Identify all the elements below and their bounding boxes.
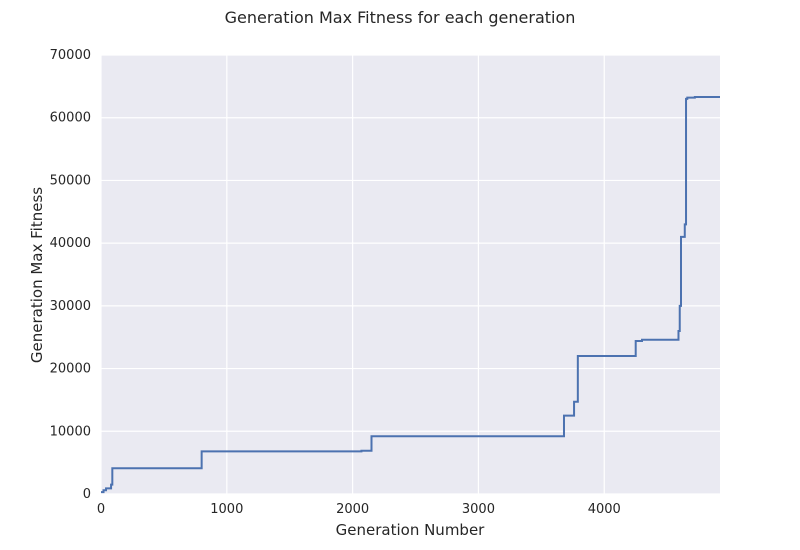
y-tick-label: 30000: [50, 299, 91, 314]
x-tick-label: 1000: [210, 502, 243, 517]
series-line: [101, 96, 720, 494]
grid: [100, 54, 720, 495]
x-tick-label: 0: [97, 502, 105, 517]
chart-title: Generation Max Fitness for each generati…: [225, 8, 576, 27]
y-tick-label: 20000: [50, 362, 91, 377]
x-tick-label: 4000: [588, 502, 621, 517]
series-layer: [101, 96, 720, 494]
y-tick-label: 10000: [50, 424, 91, 439]
x-axis-label: Generation Number: [336, 521, 486, 539]
x-axis-ticks: 0 1000 2000 3000 4000: [97, 502, 621, 517]
x-tick-label: 3000: [462, 502, 495, 517]
y-tick-label: 60000: [50, 111, 91, 126]
y-axis-label: Generation Max Fitness: [28, 187, 46, 363]
y-tick-label: 0: [83, 487, 91, 502]
y-tick-label: 50000: [50, 173, 91, 188]
x-tick-label: 2000: [336, 502, 369, 517]
y-tick-label: 70000: [50, 48, 91, 63]
plot-area: [101, 55, 720, 494]
y-tick-label: 40000: [50, 236, 91, 251]
y-axis-ticks: 0 10000 20000 30000 40000 50000 60000 70000: [50, 48, 91, 502]
